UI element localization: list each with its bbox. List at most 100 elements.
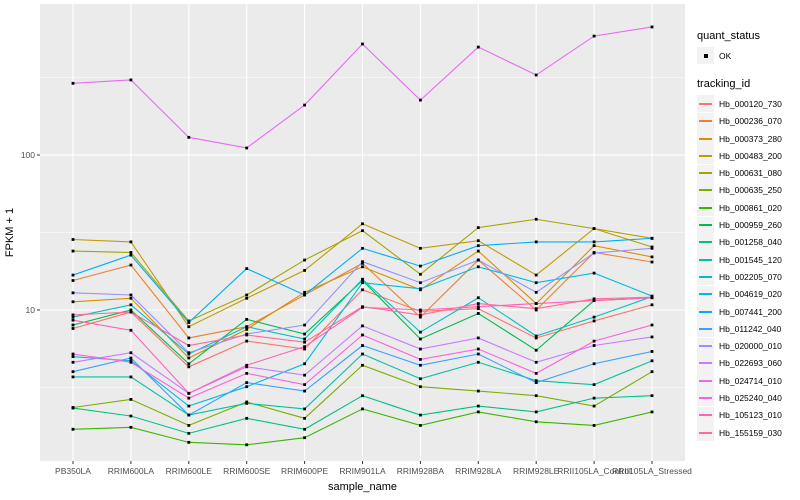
legend-line-swatch <box>699 362 712 365</box>
legend-key-box <box>697 47 714 65</box>
data-point <box>534 73 538 77</box>
legend-item-Hb_001545_120: Hb_001545_120 <box>697 251 797 269</box>
legend-key-box <box>697 406 714 424</box>
data-point <box>71 427 75 431</box>
legend-line-swatch <box>699 241 712 244</box>
data-point <box>419 347 422 351</box>
data-point <box>303 290 306 294</box>
data-point <box>129 251 133 254</box>
data-point <box>71 313 75 317</box>
data-point <box>187 440 191 444</box>
data-point <box>419 281 422 285</box>
legend-title-tracking-id: tracking_id <box>697 78 751 91</box>
data-point <box>361 333 364 337</box>
data-point <box>129 240 133 244</box>
data-point <box>303 362 306 366</box>
data-point <box>476 307 480 311</box>
data-point <box>187 396 191 400</box>
data-point <box>129 351 133 355</box>
data-point <box>592 362 596 366</box>
data-point <box>129 308 133 312</box>
line-chart-canvas: PB350LA RRIM600LA RRIM600LE RRIM600SE RRIM60… <box>4 4 692 493</box>
data-point <box>245 416 249 420</box>
data-point <box>361 352 364 356</box>
data-point <box>592 271 596 275</box>
data-point <box>361 222 364 226</box>
legend-item-Hb_000236_070: Hb_000236_070 <box>697 112 797 130</box>
legend-key-box <box>697 285 714 303</box>
data-point <box>592 383 596 387</box>
data-point <box>187 362 191 366</box>
data-point <box>303 389 306 393</box>
legend-item-Hb_022693_060: Hb_022693_060 <box>697 354 797 372</box>
data-point <box>303 258 306 262</box>
data-point <box>361 229 364 233</box>
legend-item-label: Hb_000861_020 <box>719 202 782 213</box>
legend-item-Hb_007441_200: Hb_007441_200 <box>697 303 797 320</box>
legend-line-swatch <box>699 154 712 157</box>
data-point <box>245 363 249 367</box>
legend-key-box <box>697 337 714 355</box>
data-point <box>187 319 191 323</box>
data-point <box>245 385 249 389</box>
data-point <box>129 293 133 297</box>
x-tick-label: RRIM928LE <box>513 466 560 476</box>
legend-item-Hb_105123_010: Hb_105123_010 <box>697 406 797 424</box>
data-point <box>245 317 249 321</box>
data-point <box>71 315 75 319</box>
legend-item-Hb_001258_040: Hb_001258_040 <box>697 233 797 251</box>
data-point <box>476 404 480 408</box>
data-point <box>534 240 538 244</box>
data-point <box>419 377 422 381</box>
legend-item-Hb_000635_250: Hb_000635_250 <box>697 181 797 199</box>
data-point <box>187 325 191 329</box>
legend-item-label: Hb_002205_070 <box>719 271 782 282</box>
data-point <box>476 336 480 340</box>
legend-item-label: Hb_022693_060 <box>719 358 782 369</box>
data-point <box>592 404 596 408</box>
data-point <box>592 299 596 302</box>
data-point <box>245 296 249 300</box>
data-point <box>419 287 422 291</box>
data-point <box>534 302 538 305</box>
data-point <box>650 260 654 264</box>
data-point <box>419 308 422 312</box>
legend-key-box <box>697 251 714 269</box>
data-point <box>361 265 364 269</box>
data-point <box>187 413 191 417</box>
data-point <box>650 295 654 299</box>
legend-key-box <box>697 181 714 199</box>
legend-key-box <box>697 164 714 182</box>
data-point <box>361 344 364 347</box>
data-point <box>361 288 364 292</box>
legend-item-Hb_004619_020: Hb_004619_020 <box>697 285 797 303</box>
legend-key-box <box>697 130 714 148</box>
data-point <box>476 249 480 253</box>
data-point <box>129 328 133 332</box>
legend-line-swatch <box>699 414 712 417</box>
data-point <box>129 425 133 429</box>
legend-line-swatch <box>699 275 712 278</box>
y-tick-label: 100 <box>21 150 35 160</box>
data-point <box>534 360 538 364</box>
data-point <box>476 360 480 364</box>
data-point <box>303 332 306 336</box>
legend-line-swatch <box>699 310 712 313</box>
data-point <box>129 263 133 267</box>
data-point <box>187 391 191 395</box>
data-point <box>476 45 480 49</box>
data-point <box>534 336 538 340</box>
data-point <box>245 293 249 297</box>
data-point <box>71 355 75 359</box>
data-point <box>303 345 306 349</box>
data-point <box>71 249 75 253</box>
data-point <box>187 424 191 427</box>
data-point <box>303 103 306 107</box>
data-point <box>361 407 364 411</box>
data-point <box>129 414 133 418</box>
data-point <box>650 410 654 414</box>
legend-item-label: Hb_001258_040 <box>719 237 782 248</box>
legend-item-Hb_000483_200: Hb_000483_200 <box>697 147 797 165</box>
data-point <box>534 307 538 311</box>
